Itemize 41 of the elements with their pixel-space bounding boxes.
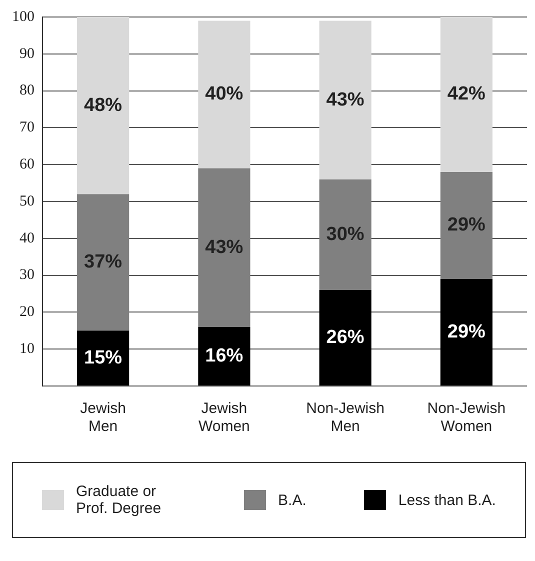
- data-label: 30%: [326, 224, 364, 245]
- bar: [319, 20, 372, 180]
- bar: [440, 278, 492, 386]
- data-label: 37%: [84, 252, 122, 273]
- bar: [440, 17, 492, 172]
- x-tick-label: Jewish Men: [80, 400, 126, 436]
- x-tick-label: Non-Jewish Women: [427, 400, 506, 436]
- data-label: 29%: [447, 321, 486, 342]
- x-tick-label: Jewish Women: [198, 400, 250, 436]
- data-label: 29%: [447, 214, 486, 236]
- bar: [319, 290, 372, 386]
- y-tick-label: 60: [20, 156, 34, 173]
- data-label: 43%: [326, 89, 364, 110]
- bar: [198, 326, 250, 386]
- legend-label: Less than B.A.: [398, 492, 496, 508]
- bar: [77, 17, 130, 194]
- y-tick-label: 30: [20, 267, 34, 284]
- bar: [198, 20, 250, 168]
- y-tick-label: 70: [20, 120, 34, 136]
- y-tick-label: 50: [20, 193, 34, 210]
- data-label: 26%: [326, 327, 364, 348]
- legend-label: B.A.: [278, 492, 306, 508]
- y-tick-label: 20: [20, 304, 34, 320]
- bar: [440, 172, 492, 279]
- data-label: 43%: [205, 236, 244, 258]
- bar: [319, 179, 372, 290]
- bar: [77, 194, 130, 331]
- bar: [198, 168, 250, 327]
- data-label: 40%: [205, 84, 244, 105]
- data-label: 48%: [84, 94, 122, 116]
- y-tick-label: 100: [12, 8, 34, 25]
- legend-label: Graduate or Prof. Degree: [76, 483, 162, 517]
- x-tick-label: Non-Jewish Men: [306, 400, 384, 436]
- bar: [77, 330, 130, 386]
- data-label: 16%: [205, 345, 244, 366]
- data-label: 42%: [447, 84, 486, 105]
- y-tick-label: 80: [20, 82, 34, 99]
- y-tick-label: 40: [20, 230, 34, 246]
- y-tick-label: 90: [20, 46, 34, 62]
- data-label: 15%: [84, 347, 122, 368]
- y-tick-label: 10: [20, 341, 34, 358]
